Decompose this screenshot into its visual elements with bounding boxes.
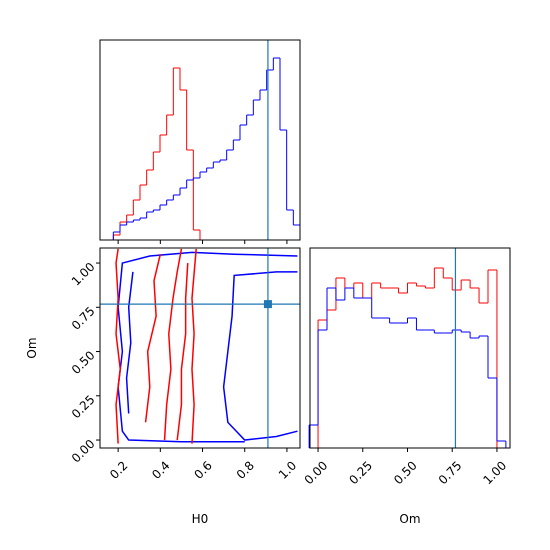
truth-marker: [263, 300, 272, 309]
x-tick-label: 1.0: [276, 458, 299, 481]
x-axis-label: H0: [192, 512, 209, 526]
x-tick-label: 1.00: [480, 458, 509, 487]
panel-frame: [99, 39, 301, 241]
x-tick-label: 0.2: [107, 458, 130, 481]
contour-line: [115, 248, 122, 444]
y-axis-label: Om: [25, 337, 39, 358]
x-tick-label: 0.6: [191, 458, 214, 481]
contour-line: [117, 251, 298, 443]
contour-line: [191, 248, 197, 444]
x-tick-label: 0.4: [149, 458, 172, 481]
x-axis-label: Om: [399, 512, 420, 526]
panel-frame: [99, 247, 301, 449]
y-tick-label: 0.00: [69, 437, 98, 466]
contour-line: [176, 262, 189, 441]
contour-line: [144, 254, 162, 423]
contour-line: [125, 271, 134, 414]
y-tick-label: 0.50: [69, 348, 98, 377]
contour-line: [222, 271, 298, 441]
y-tick-label: 0.25: [69, 392, 98, 421]
y-tick-label: 1.00: [69, 260, 98, 289]
y-tick-label: 0.75: [69, 304, 98, 333]
x-tick-label: 0.75: [436, 458, 465, 487]
x-tick-label: 0.50: [391, 458, 420, 487]
x-tick-label: 0.25: [346, 458, 375, 487]
contour-line: [163, 248, 183, 441]
x-tick-label: 0.8: [234, 458, 257, 481]
x-tick-label: 0.00: [302, 458, 331, 487]
panel-frame: [309, 247, 511, 449]
